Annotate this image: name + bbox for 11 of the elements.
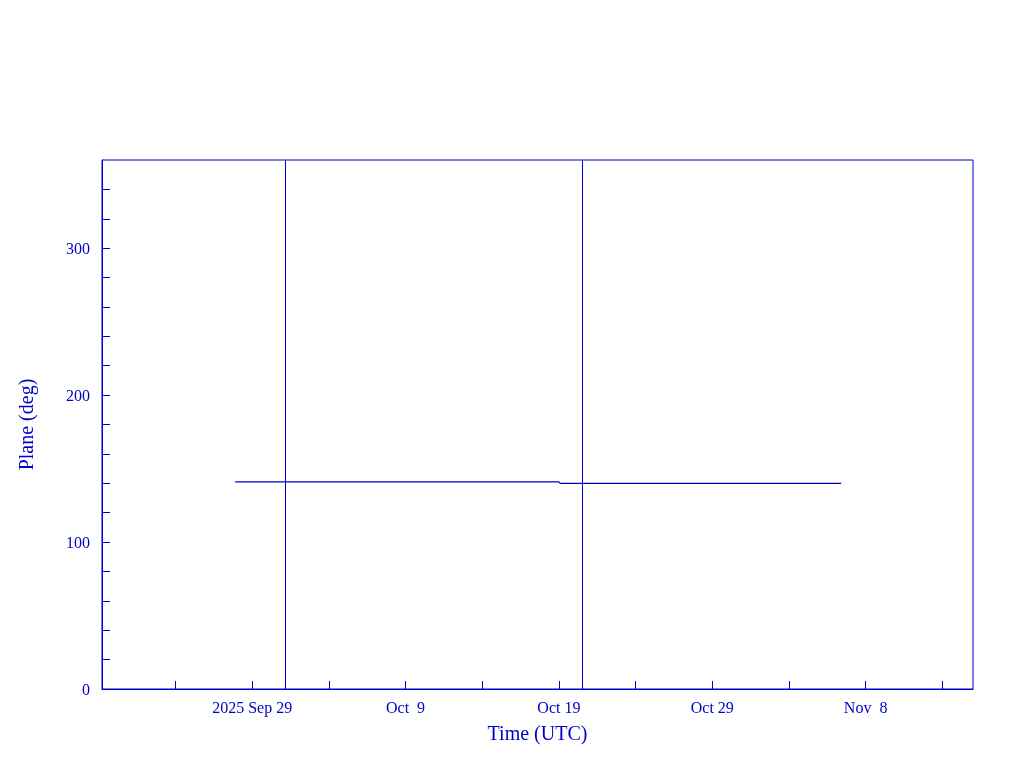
x-tick-label: Oct 19 — [537, 698, 581, 716]
x-tick-label: Oct 9 — [385, 698, 426, 716]
x-tick-label: Oct 29 — [690, 698, 734, 716]
y-tick-label: 0 — [82, 680, 90, 698]
y-axis-title: Plane (deg) — [15, 378, 38, 471]
y-tick-label: 200 — [66, 386, 90, 404]
y-tick-label: 300 — [66, 239, 90, 257]
x-tick-label: 2025 Sep 29 — [212, 698, 293, 717]
x-axis-title: Time (UTC) — [487, 722, 588, 745]
x-tick-label: Nov 8 — [843, 698, 888, 716]
y-tick-label: 100 — [66, 533, 90, 551]
